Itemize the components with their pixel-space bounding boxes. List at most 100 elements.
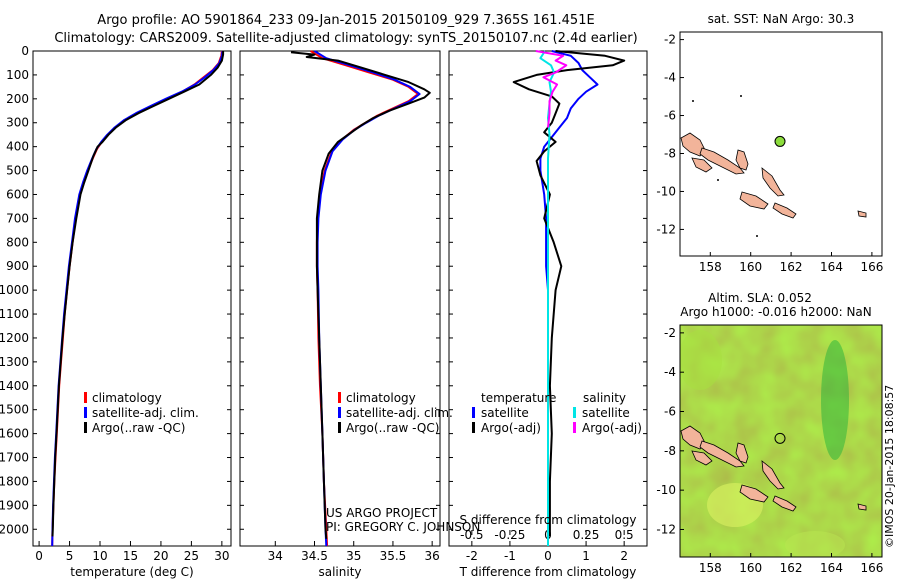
- legend-swatch-argo: [338, 422, 341, 433]
- depth-tick-label: 1300: [0, 355, 29, 369]
- argo-float-location-marker: [774, 135, 786, 147]
- land-santa-isabel: [735, 149, 749, 171]
- series-line-s-argo-adj: [535, 50, 568, 128]
- t-difference-xlabel: T difference from climatology: [459, 565, 637, 579]
- sla-map-subtitle: Argo h1000: -0.016 h2000: NaN: [680, 305, 872, 319]
- legend-label-satellite: satellite-adj. clim.: [346, 406, 453, 420]
- temperature-panel: 0100200300400500600700800900100011001200…: [0, 44, 647, 579]
- lon-tick-label: 162: [780, 561, 803, 575]
- x-tick-label: 0: [35, 549, 43, 563]
- x-tick-label: 0: [544, 549, 552, 563]
- depth-tick-label: 1000: [0, 283, 29, 297]
- sst-map-title: sat. SST: NaN Argo: 30.3: [708, 12, 855, 26]
- legend-swatch-s-argo: [573, 422, 576, 433]
- legend-swatch-climatology: [338, 392, 341, 403]
- lat-tick-label: -12: [656, 222, 676, 236]
- salinity-legend: climatology satellite-adj. clim. Argo(..…: [338, 391, 453, 435]
- depth-tick-label: 300: [6, 116, 29, 130]
- land-islet: [756, 235, 758, 237]
- land-makira: [772, 495, 797, 512]
- salinity-panel: 34 34.5 35 35.5 36 salinity climatology sate…: [239, 50, 480, 579]
- lon-tick-label: 160: [739, 561, 762, 575]
- difference-legend: temperature satellite Argo(-adj) salinit…: [472, 391, 642, 435]
- temperature-series: [51, 50, 225, 547]
- legend-label-s-satellite: satellite: [582, 406, 630, 420]
- land-malaita: [761, 460, 785, 490]
- depth-tick-label: 1700: [0, 451, 29, 465]
- series-line-argo-raw-qc: [290, 51, 431, 539]
- depth-tick-label: 700: [6, 211, 29, 225]
- depth-tick-label: 0: [21, 44, 29, 58]
- temperature-plot-frame: [32, 50, 232, 547]
- x-tick-label: 35.5: [380, 549, 407, 563]
- imos-timestamp: ©IMOS 20-Jan-2015 18:08:57: [883, 385, 896, 548]
- difference-series: [512, 50, 626, 546]
- depth-tick-label: 200: [6, 92, 29, 106]
- x-tick-label: 25: [184, 549, 199, 563]
- legend-label-s-argo: Argo(-adj): [582, 421, 642, 435]
- land-new-georgia: [691, 157, 713, 173]
- temperature-legend: climatology satellite-adj. clim. Argo(..…: [84, 391, 199, 435]
- legend-label-t-argo: Argo(-adj): [481, 421, 541, 435]
- legend-swatch-s-satellite: [573, 407, 576, 418]
- lat-tick-label: -6: [664, 405, 676, 419]
- series-line-climatology: [51, 50, 223, 547]
- x-tick-label: 20: [153, 549, 168, 563]
- lon-tick-label: 164: [820, 561, 843, 575]
- land-santa-cruz: [857, 503, 867, 511]
- temperature-xlabel: temperature (deg C): [70, 565, 193, 579]
- legend-label-argo: Argo(..raw -QC): [92, 421, 185, 435]
- sla-high-patch: [680, 330, 722, 390]
- x-tick-label: 34: [268, 549, 283, 563]
- depth-tick-label: 800: [6, 235, 29, 249]
- sla-map-land: [680, 425, 867, 512]
- depth-tick-label: 900: [6, 259, 29, 273]
- depth-tick-label: 1200: [0, 331, 29, 345]
- sla-low-patch: [821, 340, 849, 460]
- depth-tick-label: 600: [6, 187, 29, 201]
- lon-tick-label: 158: [699, 561, 722, 575]
- legend-label-satellite: satellite-adj. clim.: [92, 406, 199, 420]
- legend-title-salinity: salinity: [583, 391, 626, 405]
- legend-swatch-satellite: [84, 407, 87, 418]
- argo-float-location-marker: [774, 432, 786, 444]
- depth-tick-label: 500: [6, 164, 29, 178]
- sla-high-patch: [785, 531, 845, 557]
- x-tick-label: 36: [425, 549, 440, 563]
- lon-tick-label: 166: [860, 260, 883, 274]
- depth-tick-label: 2000: [0, 522, 29, 536]
- lat-tick-label: -4: [664, 365, 676, 379]
- land-santa-isabel: [735, 442, 749, 464]
- land-makira: [772, 202, 797, 219]
- salinity-series: [290, 50, 431, 547]
- x-tick-label: 34.5: [301, 549, 328, 563]
- lat-tick-label: -8: [664, 444, 676, 458]
- depth-axis-ticks: 0 100 200 300 400 500 600 700 800 900 1000 1100 1200…: [0, 44, 647, 536]
- sst-map-land: [680, 95, 867, 237]
- land-malaita: [761, 167, 785, 197]
- legend-label-climatology: climatology: [346, 391, 416, 405]
- depth-tick-label: 1900: [0, 498, 29, 512]
- sst-map-panel: sat. SST: NaN Argo: 30.3 158 160 162 164 166…: [656, 12, 883, 274]
- depth-tick-label: 1400: [0, 379, 29, 393]
- land-santa-cruz: [857, 210, 867, 218]
- s-difference-label: S difference from climatology: [460, 513, 637, 527]
- lon-tick-label: 160: [739, 260, 762, 274]
- legend-label-climatology: climatology: [92, 391, 162, 405]
- legend-swatch-argo: [84, 422, 87, 433]
- depth-tick-label: 1800: [0, 474, 29, 488]
- land-guadalcanal: [739, 191, 769, 210]
- lat-tick-label: -12: [656, 522, 676, 536]
- x-tick-label: -2: [466, 549, 478, 563]
- lon-tick-label: 162: [780, 260, 803, 274]
- sla-map-title: Altim. SLA: 0.052: [708, 291, 812, 305]
- legend-label-t-satellite: satellite: [481, 406, 529, 420]
- s-tick-label: -0.25: [494, 528, 525, 542]
- sla-field: [680, 325, 882, 557]
- lon-tick-label: 166: [860, 561, 883, 575]
- lat-tick-label: -10: [656, 184, 676, 198]
- land-guadalcanal: [739, 484, 769, 503]
- legend-swatch-climatology: [84, 392, 87, 403]
- pi-credit: PI: GREGORY C. JOHNSON: [326, 520, 480, 534]
